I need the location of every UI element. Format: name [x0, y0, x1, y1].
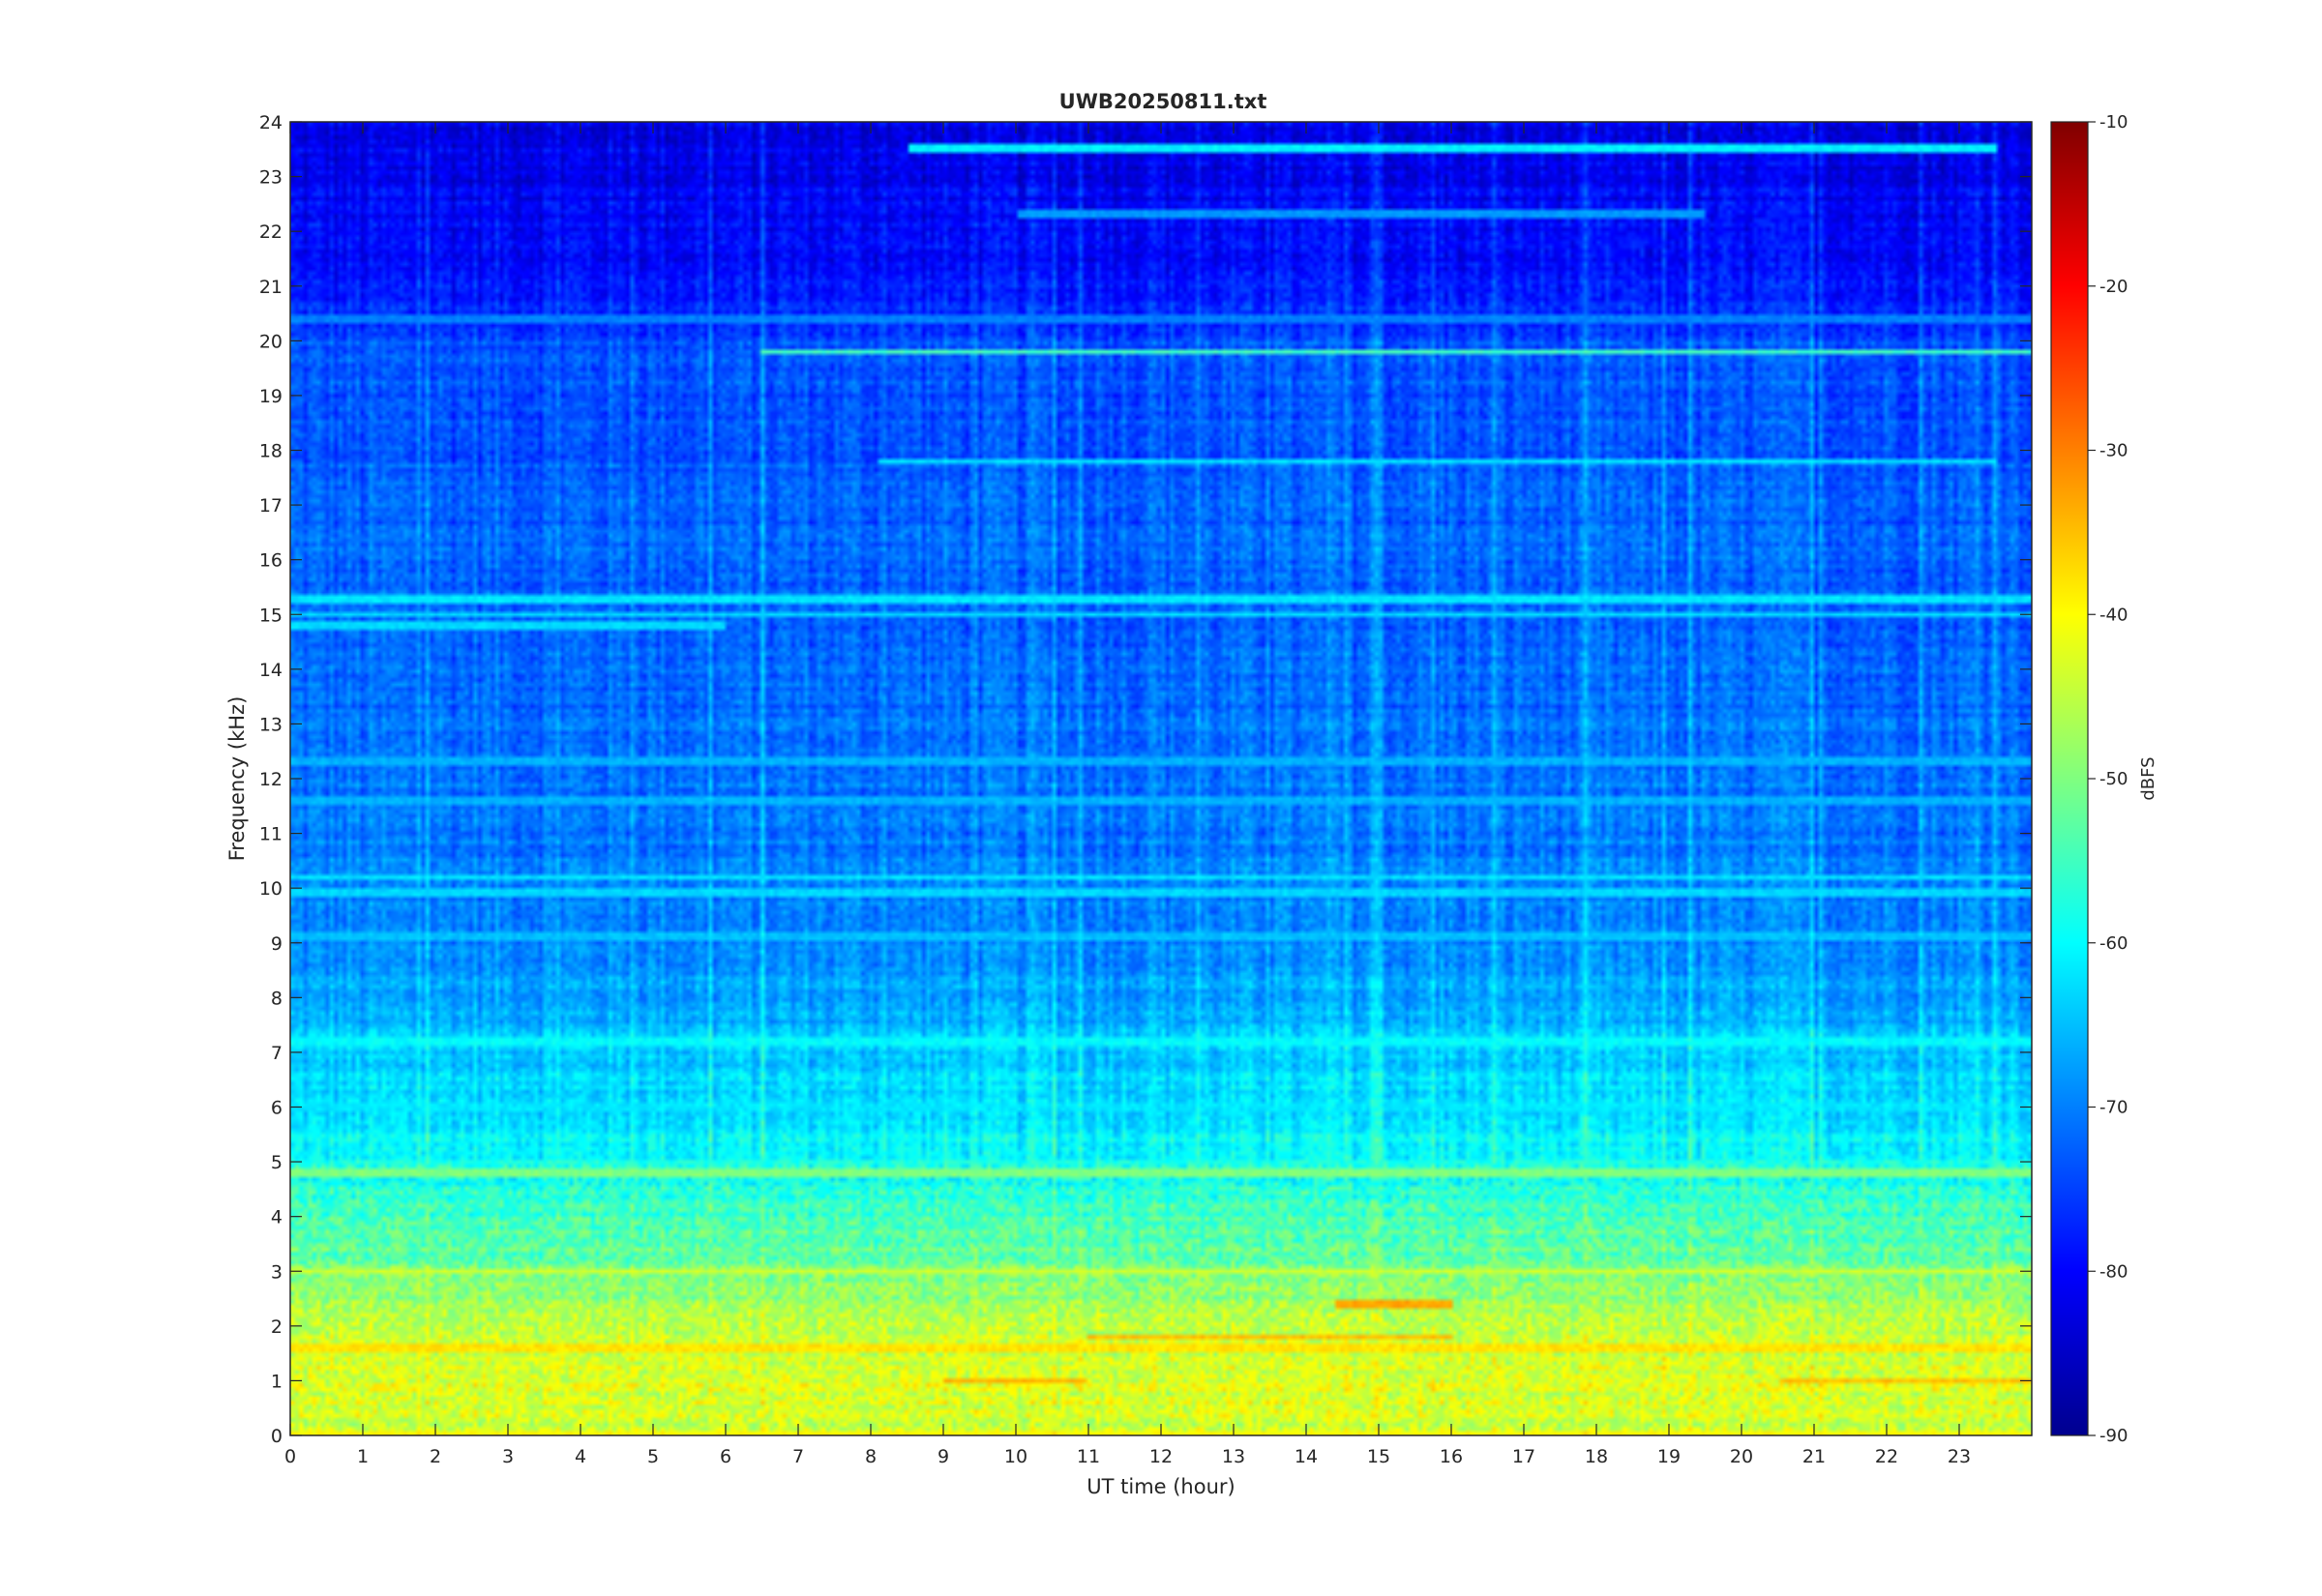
colorbar-gradient: [2050, 121, 2089, 1436]
y-tick-label: 6: [271, 1098, 283, 1119]
x-tick-label: 5: [647, 1446, 659, 1467]
y-tick-label: 12: [259, 769, 283, 790]
y-tick-label: 24: [259, 112, 283, 133]
colorbar-tick-label: -60: [2099, 933, 2128, 954]
y-tick-label: 10: [259, 878, 283, 900]
x-tick-label: 17: [1512, 1446, 1535, 1467]
x-tick-label: 21: [1802, 1446, 1826, 1467]
x-tick-label: 20: [1730, 1446, 1753, 1467]
colorbar-tick-label: -10: [2099, 112, 2128, 133]
x-tick-label: 1: [357, 1446, 369, 1467]
y-tick-label: 3: [271, 1261, 283, 1283]
plot-area: [289, 121, 2033, 1436]
x-tick-label: 13: [1222, 1446, 1245, 1467]
x-tick-label: 11: [1077, 1446, 1100, 1467]
y-axis-label: Frequency (kHz): [225, 696, 249, 862]
y-tick-label: 9: [271, 933, 283, 955]
x-tick-label: 15: [1367, 1446, 1390, 1467]
x-tick-label: 0: [284, 1446, 296, 1467]
colorbar-tick-label: -80: [2099, 1261, 2128, 1282]
y-tick-label: 0: [271, 1426, 283, 1447]
x-tick-label: 12: [1149, 1446, 1173, 1467]
y-tick-label: 20: [259, 331, 283, 352]
colorbar-tick-label: -50: [2099, 769, 2128, 789]
colorbar-tick-label: -20: [2099, 277, 2128, 297]
y-tick-label: 23: [259, 167, 283, 189]
y-tick-label: 19: [259, 386, 283, 407]
y-tick-label: 8: [271, 988, 283, 1009]
x-tick-label: 18: [1585, 1446, 1608, 1467]
y-tick-label: 21: [259, 277, 283, 298]
x-tick-label: 10: [1004, 1446, 1027, 1467]
x-axis: 0 1 2 3 4 5 6 7 8 9 10 11 12 13 14 15 16 17 18 19 20 21 22 23: [284, 122, 1971, 1467]
y-tick-label: 17: [259, 495, 283, 517]
y-tick-label: 11: [259, 824, 283, 845]
y-tick-label: 18: [259, 441, 283, 462]
x-tick-label: 3: [502, 1446, 514, 1467]
y-tick-label: 1: [271, 1371, 283, 1392]
x-tick-label: 9: [938, 1446, 949, 1467]
spectrogram-heatmap: [290, 122, 2032, 1435]
y-tick-label: 14: [259, 660, 283, 681]
x-tick-label: 23: [1948, 1446, 1971, 1467]
colorbar-tick-label: -90: [2099, 1426, 2128, 1446]
y-tick-label: 2: [271, 1316, 283, 1338]
x-tick-label: 22: [1875, 1446, 1898, 1467]
x-axis-label: UT time (hour): [1087, 1475, 1235, 1498]
x-tick-label: 16: [1440, 1446, 1463, 1467]
colorbar-tick-label: -30: [2099, 441, 2128, 461]
x-tick-label: 19: [1657, 1446, 1681, 1467]
y-tick-label: 22: [259, 222, 283, 243]
y-tick-label: 4: [271, 1207, 283, 1228]
colorbar-tick-label: -40: [2099, 605, 2128, 625]
colorbar-tick-label: -70: [2099, 1098, 2128, 1118]
chart-title: UWB20250811.txt: [1059, 90, 1267, 113]
y-tick-label: 16: [259, 550, 283, 572]
colorbar-label: dBFS: [2138, 756, 2158, 800]
x-tick-label: 2: [430, 1446, 441, 1467]
x-tick-label: 14: [1295, 1446, 1318, 1467]
colorbar: -10 -20 -30 -40 -50 -60 -70 -80 -90 dBFS: [2050, 112, 2158, 1446]
x-tick-label: 8: [865, 1446, 877, 1467]
y-tick-label: 5: [271, 1152, 283, 1173]
colorbar-ticks: -10 -20 -30 -40 -50 -60 -70 -80 -90: [2088, 112, 2128, 1446]
y-tick-label: 15: [259, 605, 283, 626]
x-tick-label: 7: [792, 1446, 804, 1467]
y-tick-label: 13: [259, 714, 283, 735]
x-tick-label: 6: [720, 1446, 731, 1467]
x-tick-label: 4: [575, 1446, 586, 1467]
y-tick-label: 7: [271, 1043, 283, 1064]
